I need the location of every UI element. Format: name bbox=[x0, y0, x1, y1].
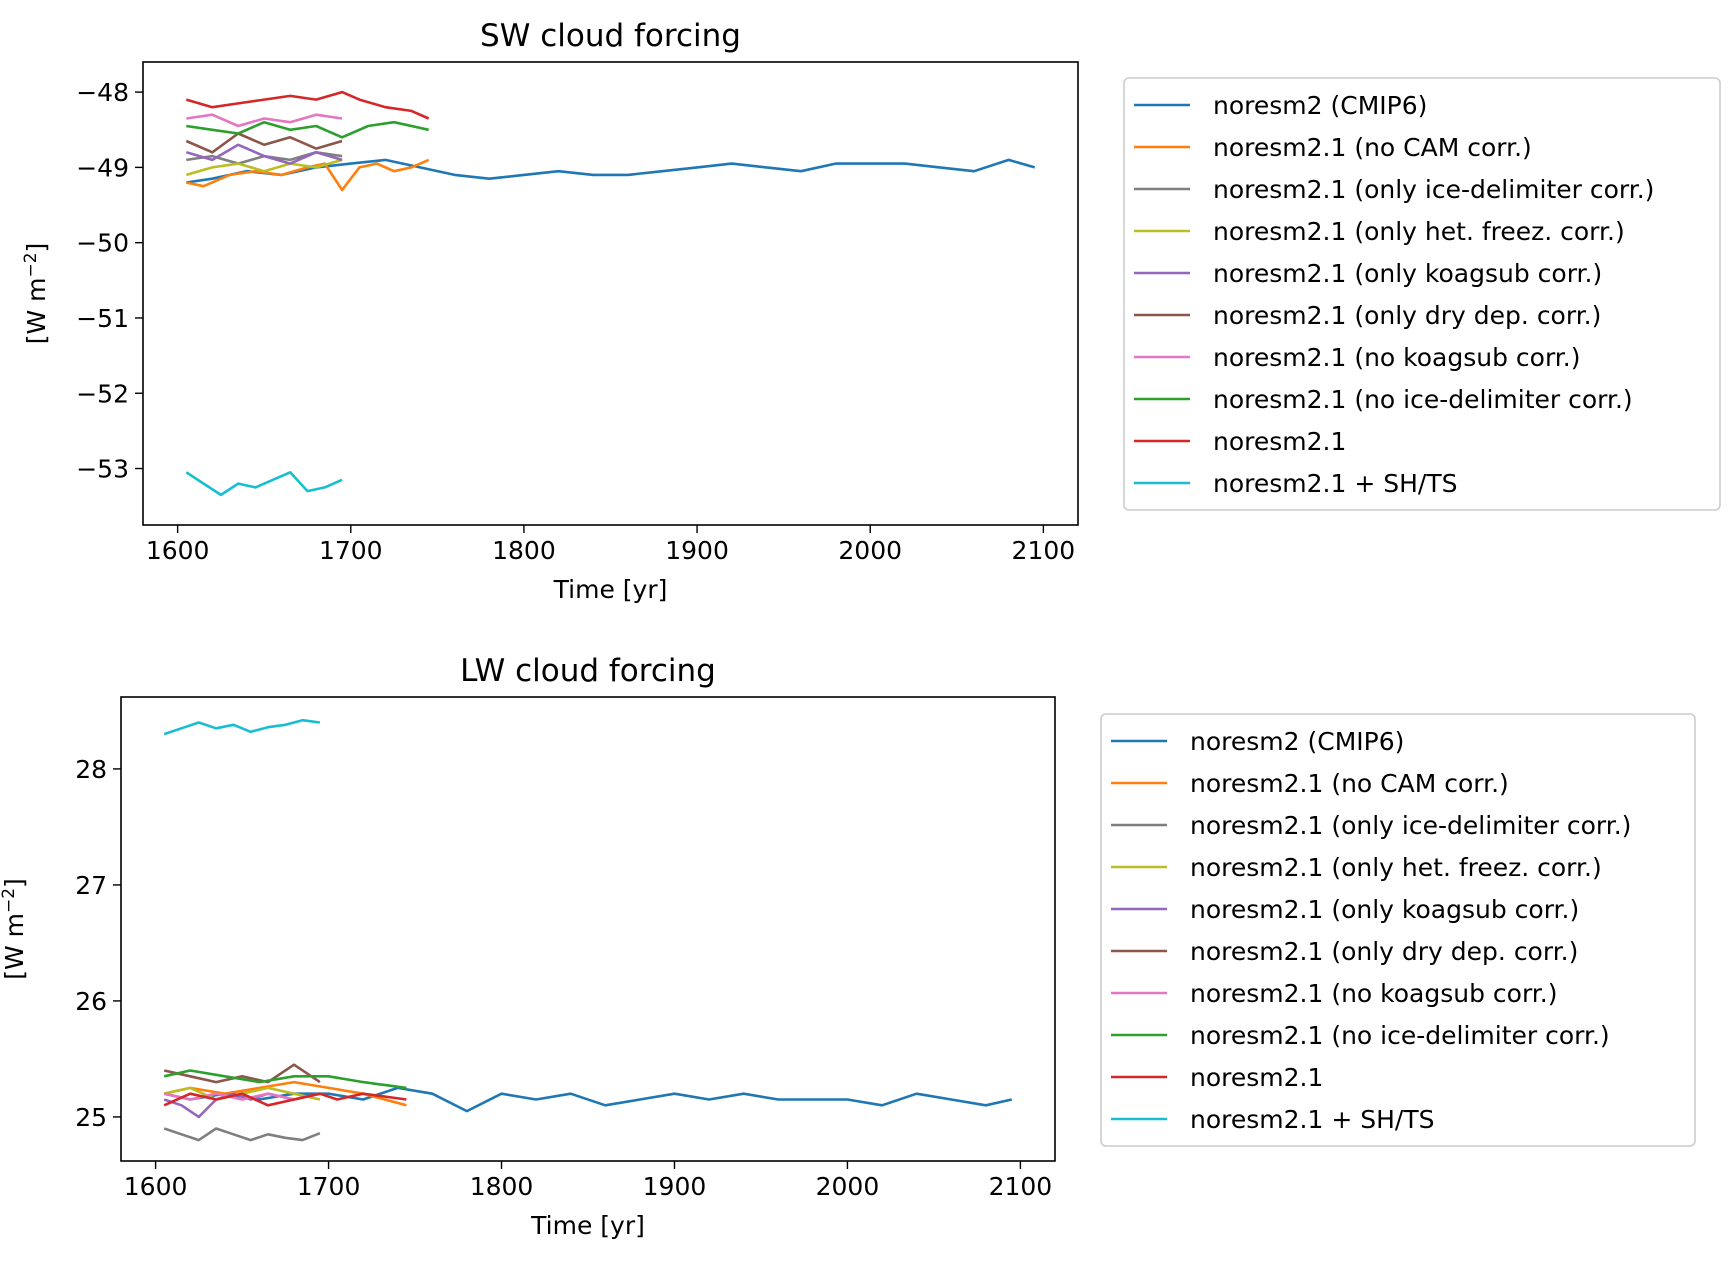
y-tick-label: −52 bbox=[76, 379, 129, 408]
legend-entry: noresm2 (CMIP6) bbox=[1190, 727, 1404, 756]
series-line-6 bbox=[186, 113, 343, 128]
x-tick-label: 1900 bbox=[643, 1172, 707, 1201]
legend-entry: noresm2.1 (only ice-delimiter corr.) bbox=[1213, 175, 1654, 204]
legend-entry: noresm2.1 + SH/TS bbox=[1190, 1105, 1434, 1134]
y-tick-label: 28 bbox=[75, 755, 107, 784]
y-tick-label: 25 bbox=[75, 1103, 107, 1132]
x-tick-label: 2100 bbox=[989, 1172, 1053, 1201]
series-line-3 bbox=[185, 158, 343, 177]
sw-cloud-forcing-panel: 1600 1700 1800 1900 2000 2100 −48 −49 −50 −51 −52 −… bbox=[21, 18, 1721, 604]
legend-entry: noresm2.1 (no ice-delimiter corr.) bbox=[1190, 1021, 1610, 1050]
legend-entry: noresm2.1 bbox=[1213, 427, 1346, 456]
x-tick-label: 1800 bbox=[470, 1172, 534, 1201]
legend-entry: noresm2.1 + SH/TS bbox=[1213, 469, 1457, 498]
legend-entry: noresm2.1 (no koagsub corr.) bbox=[1213, 343, 1581, 372]
series-line-5 bbox=[163, 1063, 321, 1084]
y-tick-label: −53 bbox=[76, 455, 129, 484]
legend-entry: noresm2.1 (only koagsub corr.) bbox=[1190, 895, 1579, 924]
x-tick-label: 1600 bbox=[124, 1172, 188, 1201]
y-axis-label: [W m−2] bbox=[21, 243, 51, 345]
legend-entry: noresm2.1 (only koagsub corr.) bbox=[1213, 259, 1602, 288]
x-tick-label: 2000 bbox=[838, 536, 902, 565]
series-line-9 bbox=[185, 470, 343, 497]
axes-frame bbox=[120, 696, 1056, 1162]
legend-box bbox=[1100, 713, 1696, 1147]
series-line-0 bbox=[186, 158, 1036, 184]
legend-entry: noresm2.1 (no CAM corr.) bbox=[1213, 133, 1532, 162]
x-axis-label: Time [yr] bbox=[553, 575, 668, 604]
x-tick-label: 1600 bbox=[146, 536, 210, 565]
legend-entry: noresm2.1 (only het. freez. corr.) bbox=[1213, 217, 1625, 246]
legend-entry: noresm2.1 (no koagsub corr.) bbox=[1190, 979, 1558, 1008]
series-line-1 bbox=[186, 158, 430, 192]
x-tick-label: 1800 bbox=[492, 536, 556, 565]
y-axis-label: [W m−2] bbox=[0, 878, 29, 980]
lw-cloud-forcing-panel: 1600 1700 1800 1900 2000 2100 25 26 27 28 LW cloud… bbox=[0, 653, 1696, 1240]
y-tick-label: −49 bbox=[76, 153, 129, 182]
series-line-8 bbox=[185, 90, 430, 120]
y-tick-label: 27 bbox=[75, 871, 107, 900]
legend-entry: noresm2.1 (no ice-delimiter corr.) bbox=[1213, 385, 1633, 414]
series-line-8 bbox=[163, 1092, 407, 1107]
series-line-4 bbox=[163, 1092, 321, 1119]
y-tick-label: −50 bbox=[76, 229, 129, 258]
legend-entry: noresm2.1 (only dry dep. corr.) bbox=[1190, 937, 1578, 966]
x-tick-label: 2100 bbox=[1012, 536, 1076, 565]
legend-entry: noresm2 (CMIP6) bbox=[1213, 91, 1427, 120]
chart-title: SW cloud forcing bbox=[480, 18, 741, 54]
series-line-7 bbox=[186, 120, 429, 139]
legend-box bbox=[1123, 77, 1721, 511]
axes-frame bbox=[142, 61, 1079, 526]
series-line-9 bbox=[163, 718, 321, 736]
legend-entry: noresm2.1 (only ice-delimiter corr.) bbox=[1190, 811, 1631, 840]
series-line-2 bbox=[163, 1127, 321, 1142]
series-line-7 bbox=[163, 1069, 407, 1090]
legend-entry: noresm2.1 (no CAM corr.) bbox=[1190, 769, 1509, 798]
series-line-5 bbox=[185, 132, 343, 154]
legend-entry: noresm2.1 (only dry dep. corr.) bbox=[1213, 301, 1601, 330]
y-tick-label: 26 bbox=[75, 987, 107, 1016]
y-tick-label: −48 bbox=[76, 78, 129, 107]
x-tick-label: 1900 bbox=[665, 536, 729, 565]
series-line-4 bbox=[185, 143, 343, 165]
series-line-1 bbox=[163, 1080, 407, 1107]
x-axis-label: Time [yr] bbox=[530, 1211, 645, 1240]
x-tick-label: 1700 bbox=[319, 536, 383, 565]
x-tick-label: 2000 bbox=[816, 1172, 880, 1201]
x-tick-label: 1700 bbox=[297, 1172, 361, 1201]
chart-title: LW cloud forcing bbox=[460, 653, 716, 689]
y-tick-label: −51 bbox=[76, 304, 129, 333]
legend-entry: noresm2.1 bbox=[1190, 1063, 1323, 1092]
legend-entry: noresm2.1 (only het. freez. corr.) bbox=[1190, 853, 1602, 882]
